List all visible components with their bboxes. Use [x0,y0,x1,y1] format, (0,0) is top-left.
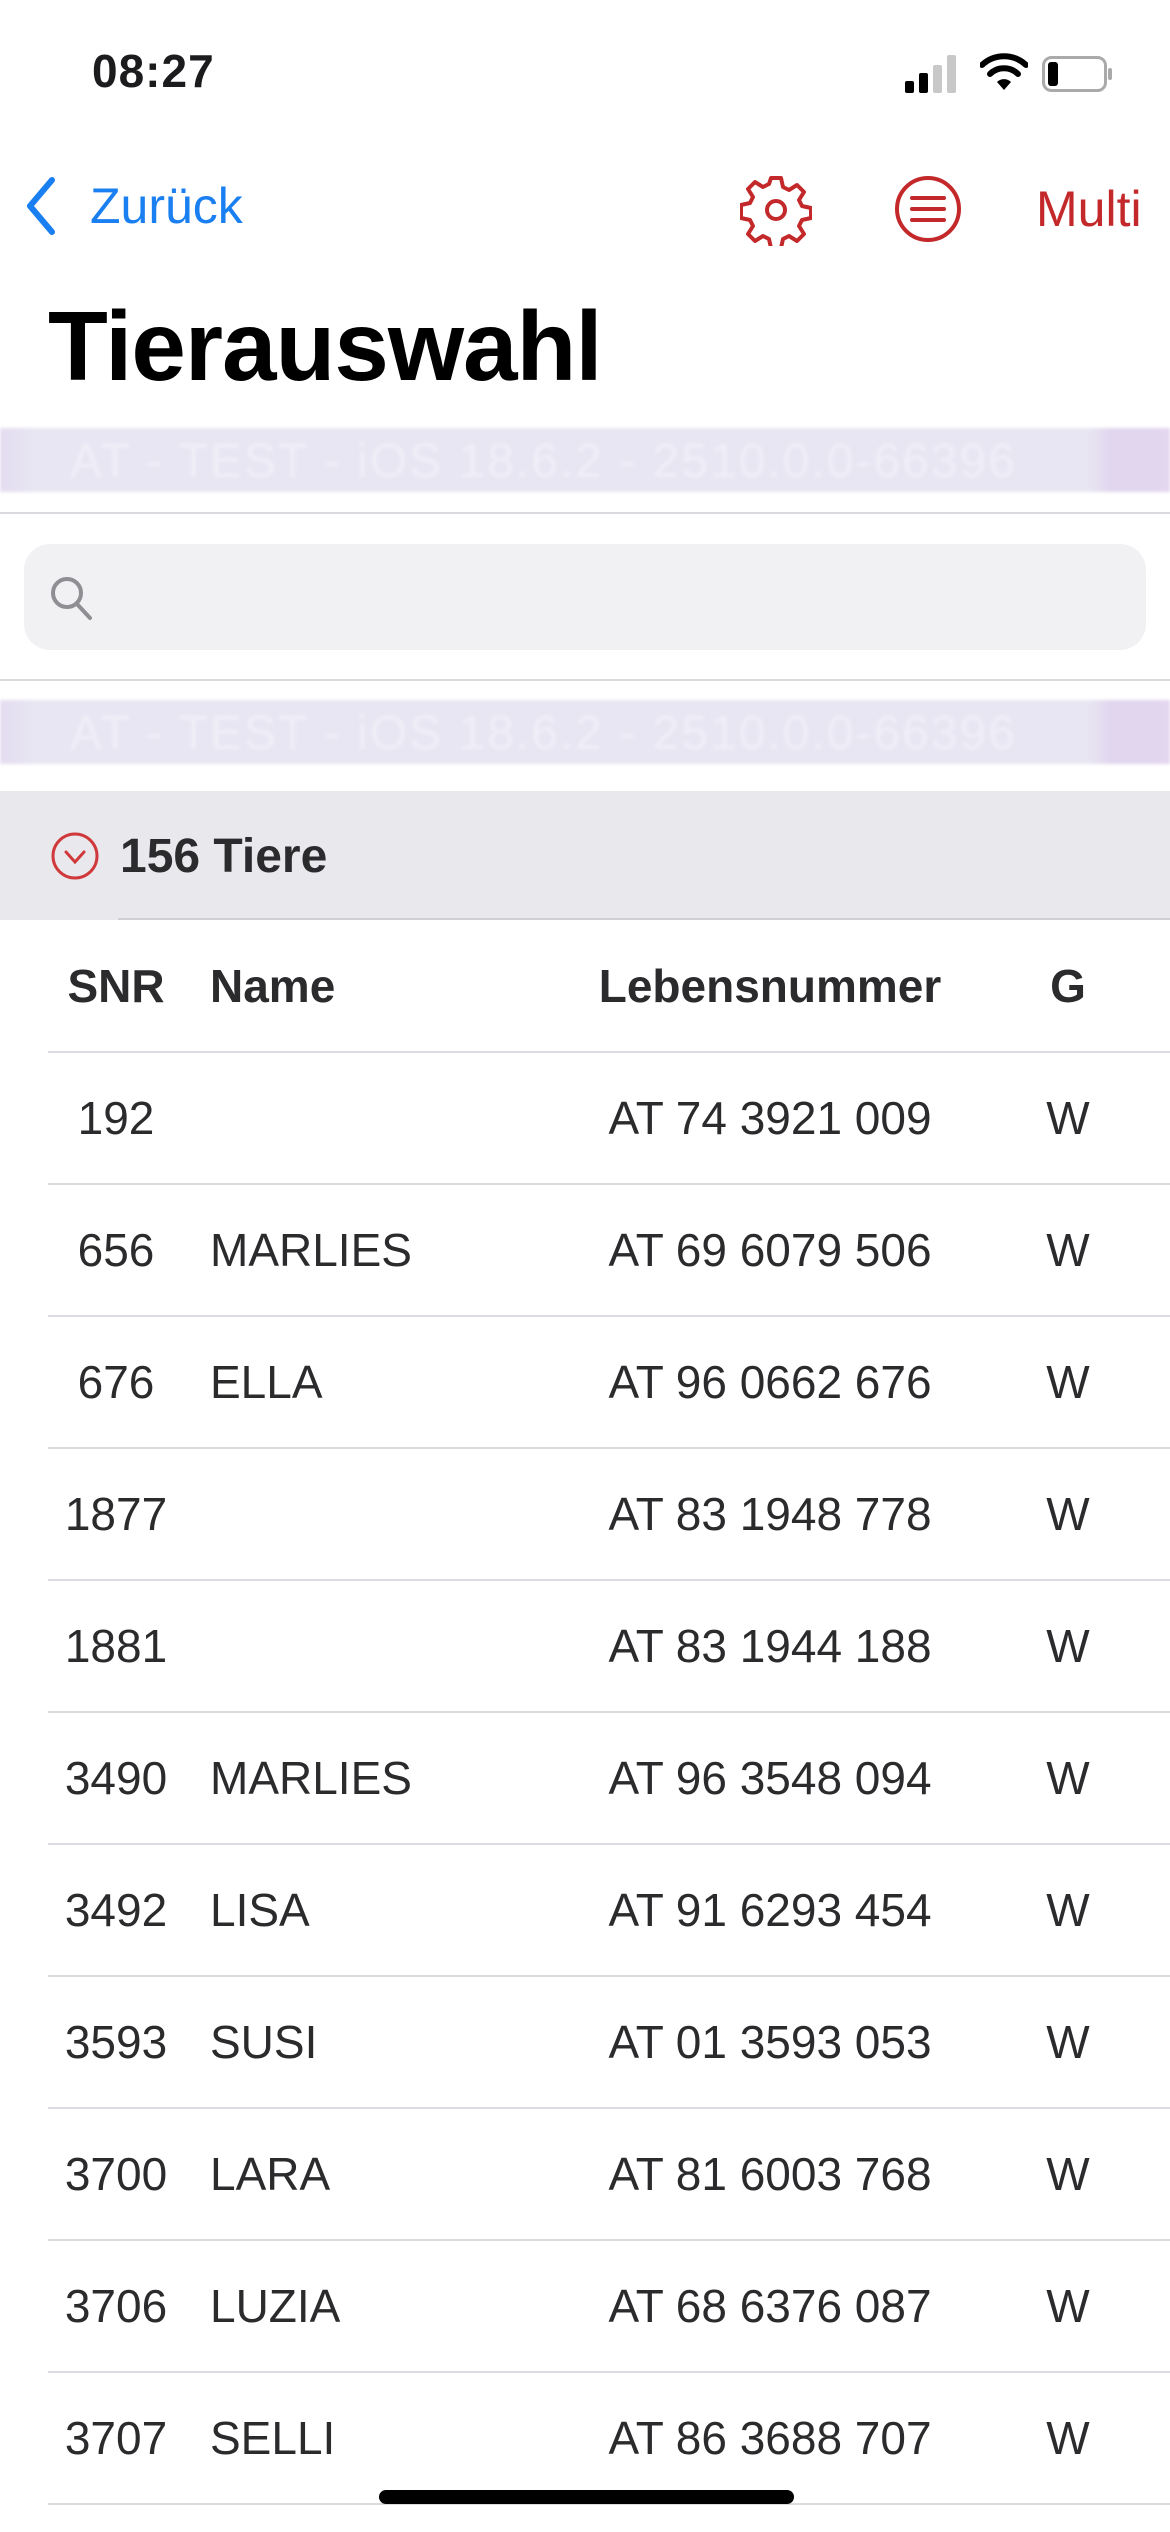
table-row[interactable]: 3700 LARA AT 81 6003 768 W [0,2109,1170,2241]
cell-snr: 1881 [64,1620,168,1672]
status-time: 08:27 [92,45,215,97]
column-header-g[interactable]: G [1050,960,1086,1012]
home-indicator [379,2490,794,2504]
divider [0,512,1170,514]
table-row[interactable]: 192 AT 74 3921 009 W [0,1053,1170,1185]
cell-name: ELLA [210,1356,323,1408]
table-row[interactable]: 656 MARLIES AT 69 6079 506 W [0,1185,1170,1317]
settings-gear-icon[interactable] [740,174,812,246]
row-divider [48,1315,1170,1317]
cell-lebensnummer: AT 91 6293 454 [608,1884,932,1936]
search-input[interactable] [114,544,1118,652]
table-row[interactable]: 3707 SELLI AT 86 3688 707 W [0,2373,1170,2505]
search-icon [51,577,92,620]
cell-snr: 3490 [64,1752,168,1804]
environment-banner: AT - TEST - iOS 18.6.2 - 2510.0.0-66396 [0,700,1170,764]
column-header-snr[interactable]: SNR [67,960,165,1012]
environment-banner: AT - TEST - iOS 18.6.2 - 2510.0.0-66396 [0,428,1170,492]
cell-name: MARLIES [210,1752,412,1804]
back-button[interactable]: Zurück [22,176,243,236]
list-menu-icon[interactable] [893,174,963,244]
table-row[interactable]: 1881 AT 83 1944 188 W [0,1581,1170,1713]
cell-lebensnummer: AT 96 0662 676 [608,1356,932,1408]
table-row[interactable]: 1877 AT 83 1948 778 W [0,1449,1170,1581]
cell-snr: 1877 [64,1488,168,1540]
cell-g: W [1046,1884,1090,1936]
cell-name: MARLIES [210,1224,412,1276]
table-row[interactable]: 3593 SUSI AT 01 3593 053 W [0,1977,1170,2109]
search-field[interactable] [24,544,1146,652]
cell-name: LUZIA [210,2280,341,2332]
cell-lebensnummer: AT 74 3921 009 [608,1092,932,1144]
row-divider [48,2503,1170,2505]
row-divider [48,2107,1170,2109]
animal-count: 156 Tiere [120,830,328,883]
chevron-down-circle-icon[interactable] [50,831,100,881]
cell-snr: 676 [77,1356,155,1408]
cell-g: W [1046,1092,1090,1144]
chevron-left-icon [27,177,55,235]
cell-name: SELLI [210,2412,336,2464]
cell-name: LARA [210,2148,331,2200]
cell-snr: 3700 [64,2148,168,2200]
table-row[interactable]: 676 ELLA AT 96 0662 676 W [0,1317,1170,1449]
cell-g: W [1046,1356,1090,1408]
column-header-name[interactable]: Name [210,960,336,1012]
row-divider [48,1447,1170,1449]
row-divider [48,1975,1170,1977]
battery-icon [1042,56,1112,92]
cell-g: W [1046,1224,1090,1276]
table-header: SNR Name Lebensnummer G [0,921,1170,1053]
cell-lebensnummer: AT 68 6376 087 [608,2280,932,2332]
wifi-icon [980,53,1028,90]
row-divider [48,2371,1170,2373]
row-divider [48,1579,1170,1581]
back-label: Zurück [90,178,243,234]
cell-name: SUSI [210,2016,318,2068]
row-divider [48,1711,1170,1713]
row-divider [48,1183,1170,1185]
cell-g: W [1046,1620,1090,1672]
cell-snr: 192 [77,1092,155,1144]
cell-snr: 656 [77,1224,155,1276]
cell-snr: 3492 [64,1884,168,1936]
cell-lebensnummer: AT 96 3548 094 [608,1752,932,1804]
cell-lebensnummer: AT 69 6079 506 [608,1224,932,1276]
column-header-lebensnummer[interactable]: Lebensnummer [598,960,942,1012]
cell-snr: 3706 [64,2280,168,2332]
row-divider [48,2239,1170,2241]
cell-lebensnummer: AT 83 1948 778 [608,1488,932,1540]
table-row[interactable]: 3492 LISA AT 91 6293 454 W [0,1845,1170,1977]
table-row[interactable]: 3490 MARLIES AT 96 3548 094 W [0,1713,1170,1845]
cell-g: W [1046,1488,1090,1540]
row-divider [48,1843,1170,1845]
cell-lebensnummer: AT 01 3593 053 [608,2016,932,2068]
cell-g: W [1046,1752,1090,1804]
page-title: Tierauswahl [48,291,603,401]
divider [0,679,1170,681]
cell-name: LISA [210,1884,310,1936]
cell-snr: 3707 [64,2412,168,2464]
cell-lebensnummer: AT 83 1944 188 [608,1620,932,1672]
section-header-collapse[interactable]: 156 Tiere [0,791,1170,920]
environment-banner-text: AT - TEST - iOS 18.6.2 - 2510.0.0-66396 [70,435,1017,488]
cell-snr: 3593 [64,2016,168,2068]
cell-g: W [1046,2412,1090,2464]
cell-lebensnummer: AT 81 6003 768 [608,2148,932,2200]
cell-g: W [1046,2280,1090,2332]
cell-lebensnummer: AT 86 3688 707 [608,2412,932,2464]
cell-g: W [1046,2148,1090,2200]
cellular-signal-icon [905,55,956,93]
multi-select-button[interactable]: Multi [1036,181,1142,237]
environment-banner-text: AT - TEST - iOS 18.6.2 - 2510.0.0-66396 [70,707,1017,760]
cell-g: W [1046,2016,1090,2068]
table-row[interactable]: 3706 LUZIA AT 68 6376 087 W [0,2241,1170,2373]
